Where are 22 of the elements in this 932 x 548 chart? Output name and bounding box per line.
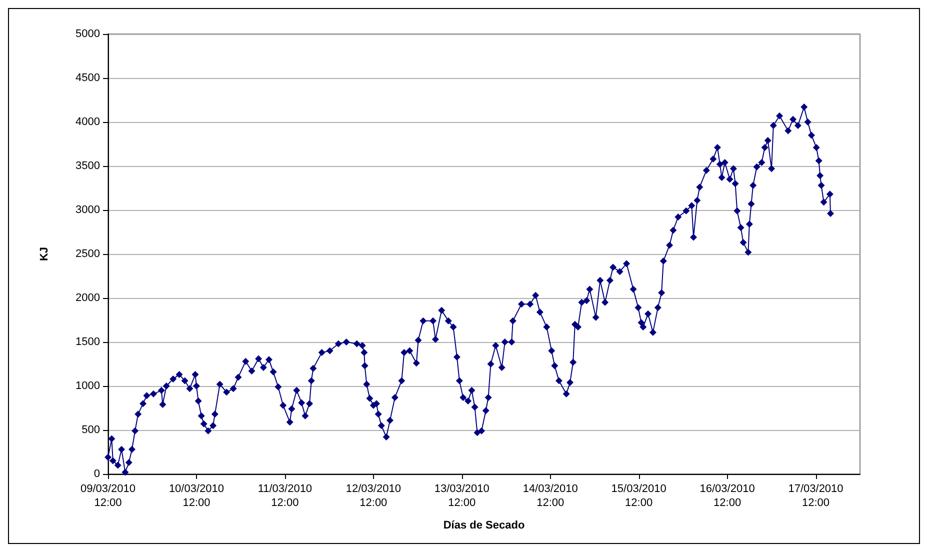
- y-tick-label: 500: [82, 424, 100, 436]
- x-tick-label: 11/03/2010 12:00: [258, 483, 312, 509]
- x-tick-label: 10/03/2010 12:00: [168, 483, 224, 509]
- x-axis-title: Días de Secado: [443, 520, 525, 532]
- x-tick-label: 14/03/2010 12:00: [522, 483, 578, 509]
- x-tick-label: 16/03/2010 12:00: [700, 483, 755, 509]
- y-tick-label: 2000: [76, 292, 100, 304]
- y-tick-label: 1500: [76, 336, 100, 348]
- x-tick-label: 12/03/2010 12:00: [346, 483, 401, 509]
- y-tick-label: 4500: [76, 72, 100, 84]
- y-tick-label: 2500: [76, 248, 100, 260]
- x-tick-label: 15/03/2010 12:00: [611, 483, 666, 509]
- x-tick-label: 13/03/2010 12:00: [434, 483, 490, 509]
- y-tick-label: 4000: [76, 116, 100, 128]
- x-tick-label: 09/03/2010 12:00: [80, 483, 136, 509]
- y-axis-title: KJ: [38, 246, 50, 262]
- y-tick-label: 1000: [76, 380, 100, 392]
- y-tick-label: 3500: [76, 160, 100, 172]
- y-tick-label: 0: [94, 468, 100, 480]
- x-tick-label: 17/03/2010 12:00: [788, 483, 844, 509]
- y-tick-label: 3000: [76, 204, 100, 216]
- y-tick-label: 5000: [76, 28, 100, 40]
